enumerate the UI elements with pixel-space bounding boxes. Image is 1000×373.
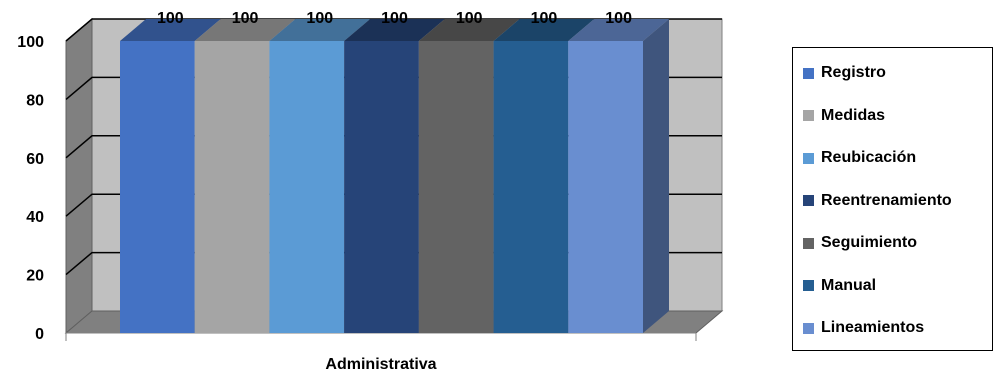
legend-swatch <box>803 67 814 79</box>
legend-item: Manual <box>793 276 876 296</box>
bar-top <box>120 19 221 41</box>
y-tick-label: 20 <box>26 268 44 285</box>
bar-front <box>568 41 643 333</box>
legend-swatch <box>803 152 814 164</box>
y-tick-label: 80 <box>26 92 44 109</box>
legend-label: Medidas <box>821 106 886 124</box>
bar-top <box>194 19 296 41</box>
bar-front <box>120 41 195 333</box>
bar-top <box>493 19 595 41</box>
bar-front <box>418 41 494 333</box>
legend-swatch <box>803 322 814 334</box>
data-label: 100 <box>306 10 333 27</box>
bar-front <box>344 41 419 333</box>
legend-swatch <box>803 280 814 291</box>
legend-swatch <box>803 195 814 206</box>
bar <box>269 19 371 333</box>
data-label: 100 <box>381 10 408 27</box>
data-label: 100 <box>157 10 184 27</box>
legend-label: Registro <box>821 64 886 81</box>
bar-front <box>194 41 270 333</box>
data-label: 100 <box>456 10 483 27</box>
y-tick-label: 100 <box>17 34 44 51</box>
data-label: 100 <box>531 10 558 27</box>
legend-swatch <box>803 110 814 121</box>
legend-label: Seguimiento <box>821 234 918 251</box>
legend-swatch <box>803 237 814 249</box>
x-category-label: Administrativa <box>325 356 436 373</box>
legend-item: Seguimiento <box>793 233 917 253</box>
bar <box>568 19 669 333</box>
bar-top <box>344 19 445 41</box>
legend-item: Lineamientos <box>793 318 924 338</box>
bar <box>493 19 595 333</box>
legend-label: Manual <box>821 276 877 294</box>
data-label: 100 <box>605 10 632 27</box>
legend-label: Reubicación <box>821 149 917 166</box>
legend: Registro Medidas Reubicación Reentrenamient… <box>792 47 993 351</box>
bar <box>194 19 296 333</box>
bar-top <box>269 19 371 41</box>
legend-label: Lineamientos <box>821 319 925 336</box>
legend-item: Reentrenamiento <box>793 191 952 211</box>
legend-item: Medidas <box>793 106 885 126</box>
bar-front <box>493 41 569 333</box>
bars <box>120 19 669 333</box>
side-wall <box>65 17 93 335</box>
data-label: 100 <box>232 10 259 27</box>
legend-item: Reubicación <box>793 148 916 168</box>
bar <box>120 19 221 333</box>
y-tick-label: 60 <box>26 151 44 168</box>
bar-side <box>643 19 669 333</box>
legend-item: Registro <box>793 63 886 83</box>
x-axis-categories: Administrativa <box>325 356 436 373</box>
bar-top <box>568 19 669 41</box>
bar-front <box>269 41 345 333</box>
y-tick-label: 0 <box>35 326 44 343</box>
data-labels: 100 100 100 100 100 100 100 <box>157 10 632 27</box>
y-axis-ticks: 0 20 40 60 80 100 <box>17 34 44 343</box>
bar-top <box>418 19 520 41</box>
legend-label: Reentrenamiento <box>821 191 952 209</box>
y-tick-label: 40 <box>26 209 44 226</box>
bar <box>418 19 520 333</box>
bar <box>344 19 445 333</box>
